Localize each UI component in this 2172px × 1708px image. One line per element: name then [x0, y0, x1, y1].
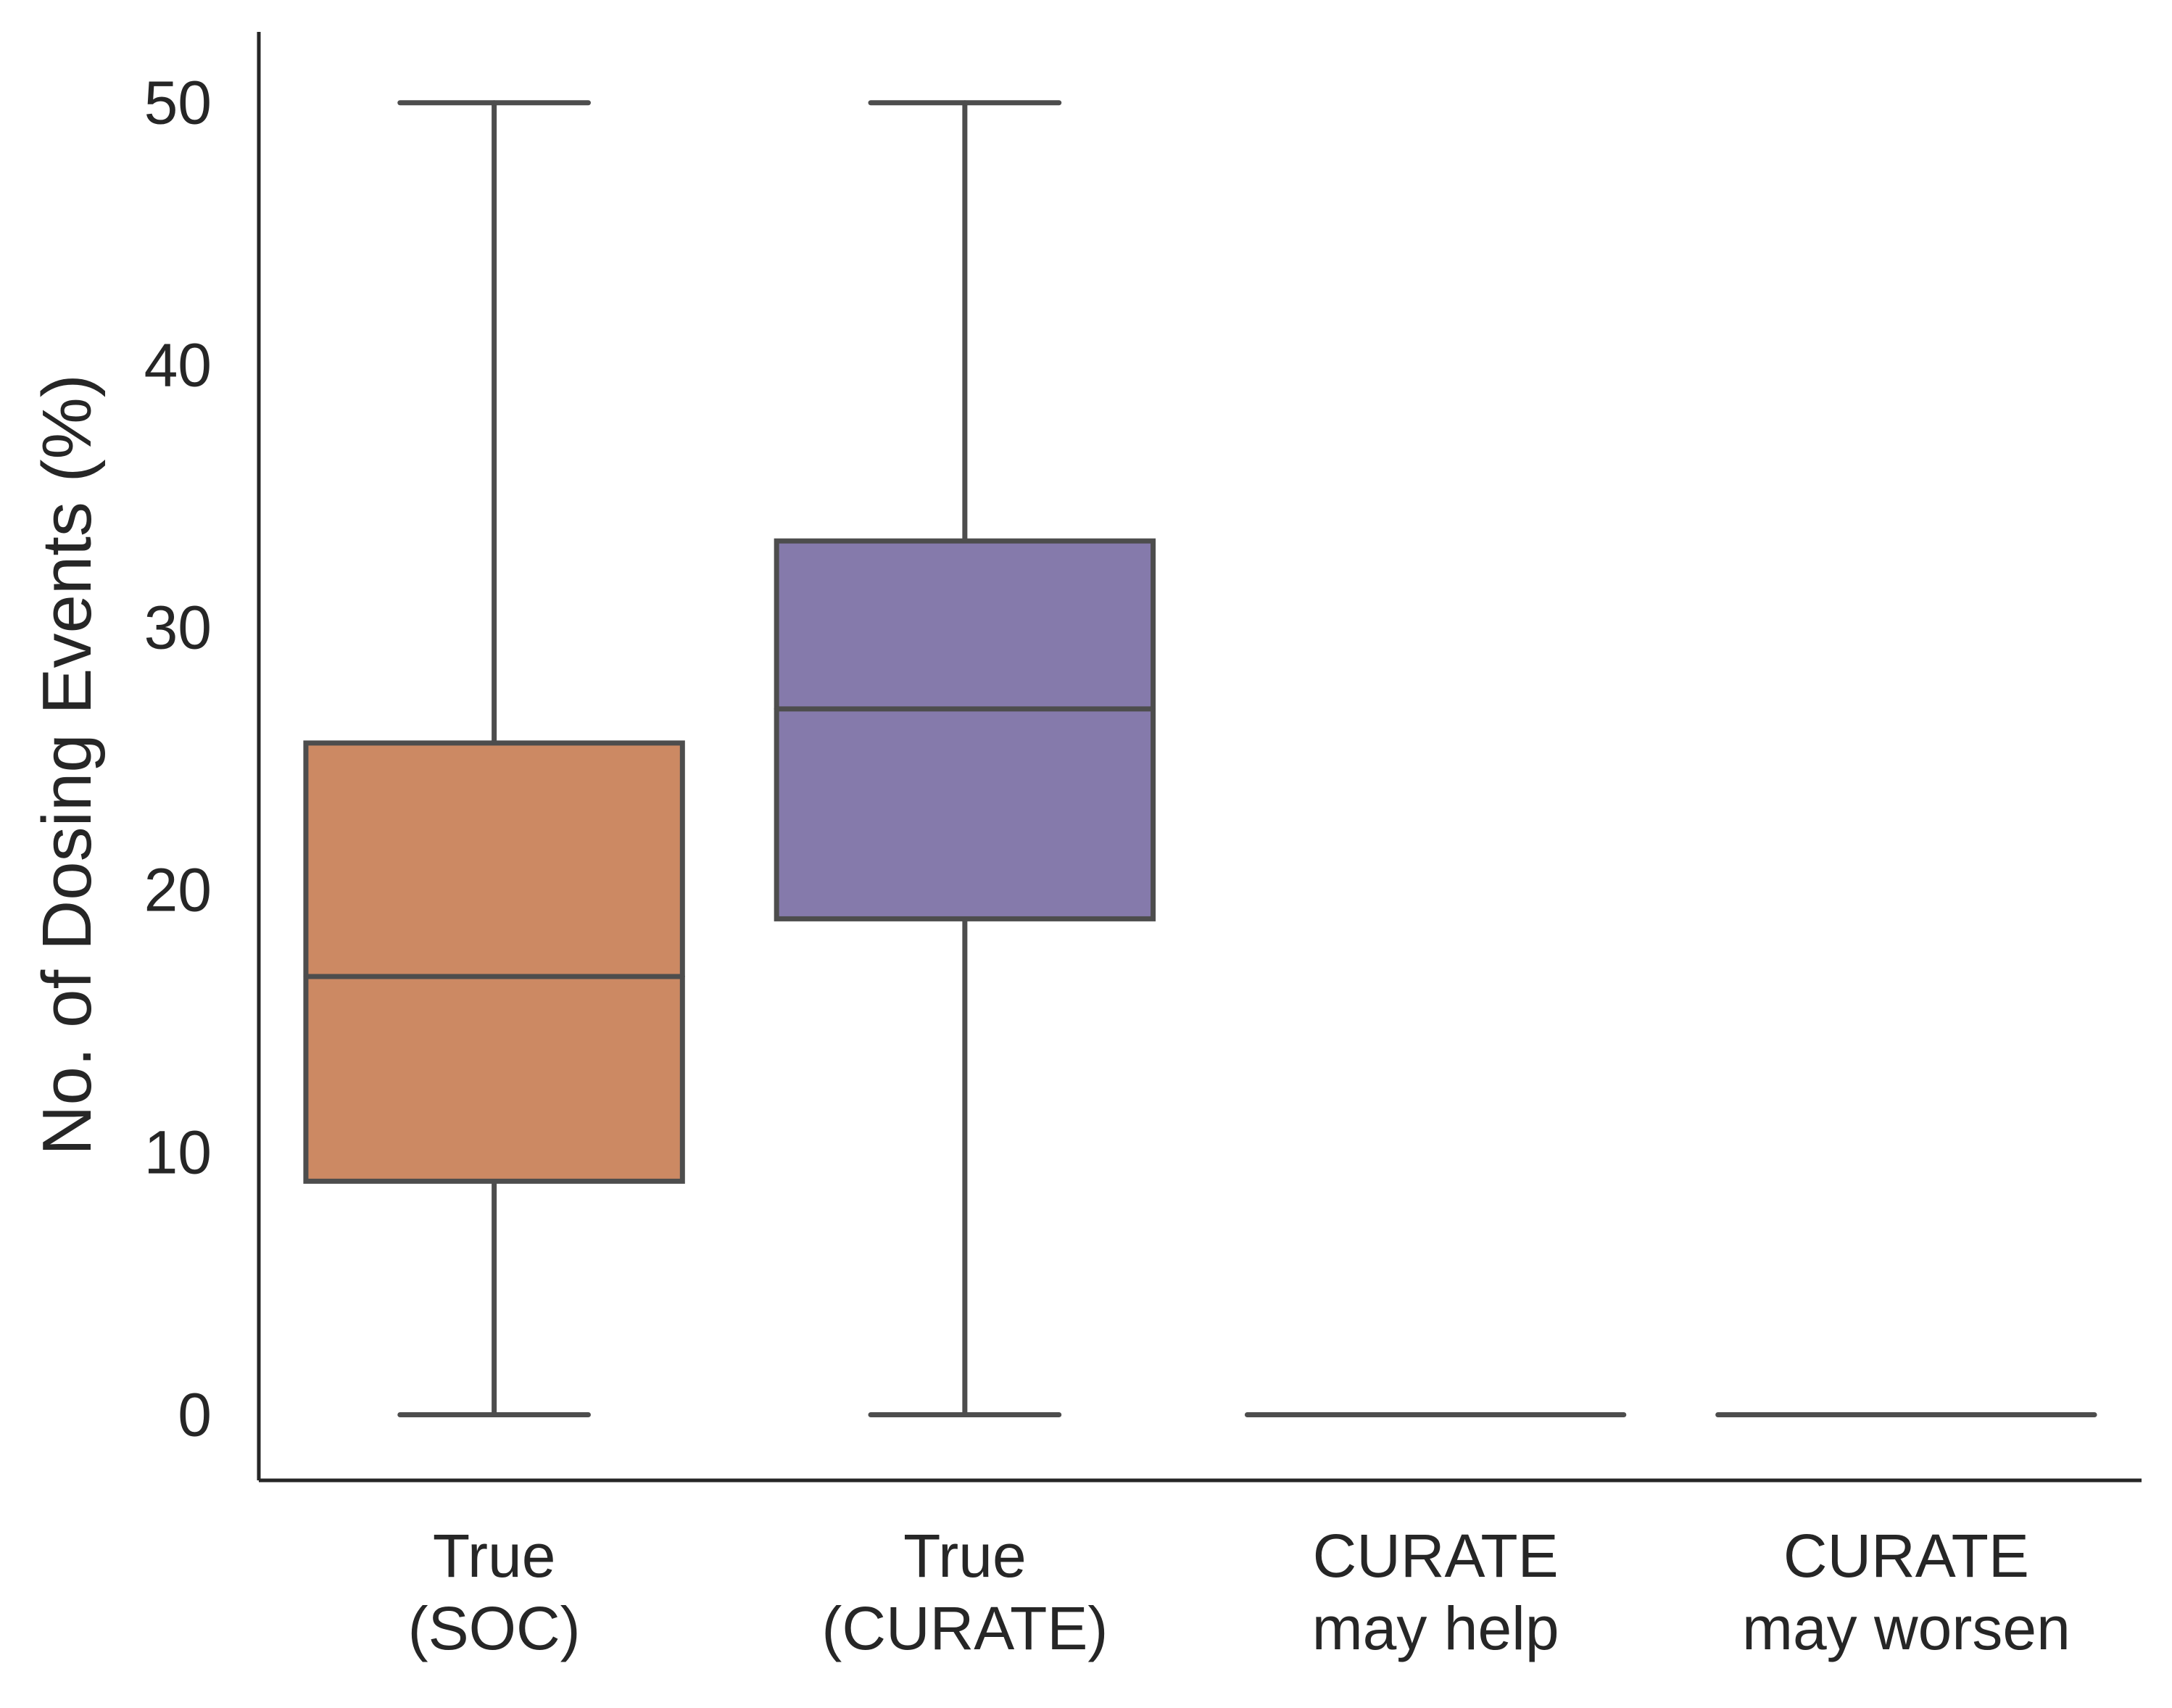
box-iqr: [303, 740, 685, 1184]
y-tick-label: 0: [178, 1381, 212, 1449]
x-tick-label: True: [433, 1522, 556, 1590]
y-axis-title: No. of Dosing Events (%): [28, 374, 106, 1156]
x-tick-label: (CURATE): [821, 1594, 1108, 1662]
y-tick-label: 20: [144, 856, 212, 924]
y-tick-label: 10: [144, 1119, 212, 1187]
plot-area: [303, 100, 2097, 1418]
x-tick-label: may worsen: [1742, 1594, 2071, 1662]
box-iqr: [774, 538, 1156, 921]
x-tick-label: True: [903, 1522, 1027, 1590]
y-tick-labels: 0 10 20 30 40 50: [144, 69, 212, 1449]
axes: [257, 32, 2142, 1483]
x-tick-label: may help: [1312, 1594, 1559, 1662]
box-group: [303, 100, 685, 1418]
y-tick-label: 30: [144, 594, 212, 662]
x-tick-label: (SOC): [408, 1594, 581, 1662]
y-tick-label: 40: [144, 331, 212, 399]
x-tick-label: CURATE: [1313, 1522, 1559, 1590]
y-tick-label: 50: [144, 69, 212, 137]
box-group: [774, 100, 1156, 1418]
x-tick-label: CURATE: [1783, 1522, 2029, 1590]
